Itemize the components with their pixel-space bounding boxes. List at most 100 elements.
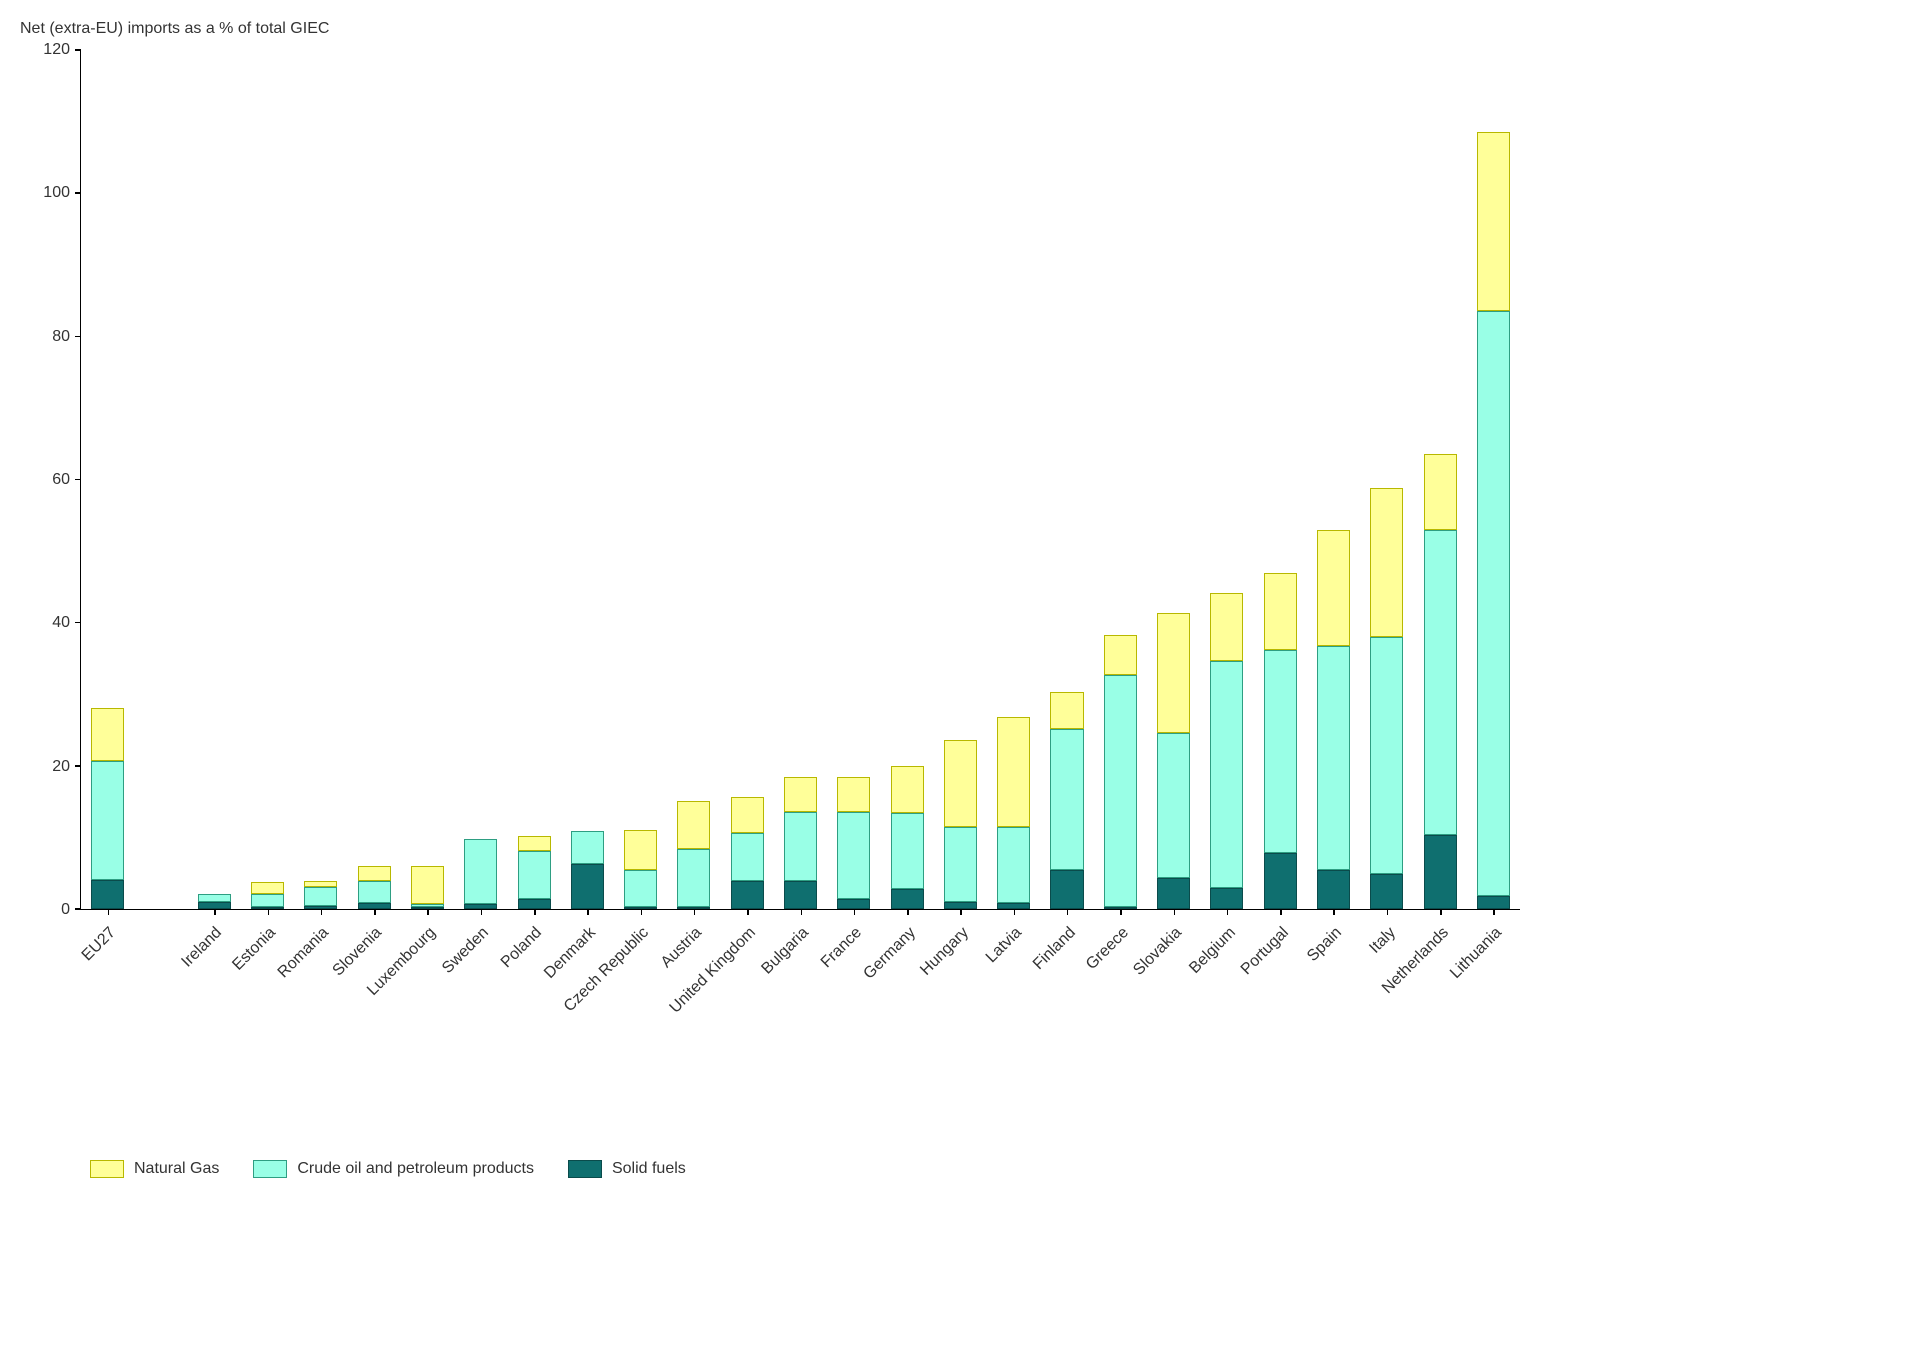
stacked-bar	[251, 762, 284, 909]
y-tick-mark	[75, 479, 81, 481]
x-label: France	[827, 910, 880, 1150]
stacked-bar	[91, 493, 124, 909]
bar-segment-crude-oil	[358, 881, 391, 903]
bar-segment-natural-gas	[1477, 132, 1510, 310]
bar-segment-crude-oil	[518, 851, 551, 899]
x-label: Slovenia	[347, 910, 400, 1150]
stacked-bar	[731, 599, 764, 909]
x-label: Estonia	[240, 910, 293, 1150]
stacked-bar	[891, 558, 924, 909]
bar-slot	[614, 50, 667, 909]
stacked-bar	[1424, 284, 1457, 909]
x-label: Czech Republic	[613, 910, 666, 1150]
bar-segment-crude-oil	[731, 833, 764, 880]
bar-segment-natural-gas	[251, 882, 284, 894]
y-tick-label: 100	[43, 184, 70, 202]
bar-segment-natural-gas	[91, 708, 124, 761]
stacked-bar	[198, 795, 231, 909]
bar-slot	[454, 50, 507, 909]
stacked-bar	[624, 650, 657, 909]
bar-segment-crude-oil	[1370, 637, 1403, 874]
bar-segment-solid-fuels	[571, 864, 604, 909]
bar-segment-crude-oil	[91, 761, 124, 881]
bar-segment-crude-oil	[1317, 646, 1350, 870]
bar-segment-crude-oil	[784, 812, 817, 881]
bar-segment-natural-gas	[624, 830, 657, 870]
stacked-bar	[1157, 404, 1190, 909]
bar-segment-crude-oil	[198, 894, 231, 902]
bar-segment-natural-gas	[1157, 613, 1190, 733]
x-label: Ireland	[187, 910, 240, 1150]
y-tick-label: 120	[43, 41, 70, 59]
x-label-text: Latvia	[983, 924, 1026, 967]
bar-segment-natural-gas	[677, 801, 710, 849]
bar-segment-natural-gas	[944, 740, 977, 827]
y-tick-label: 60	[52, 471, 70, 489]
bar-slot	[134, 50, 187, 909]
chart-title: Net (extra-EU) imports as a % of total G…	[20, 20, 1520, 38]
y-tick-mark	[75, 622, 81, 624]
legend: Natural Gas Crude oil and petroleum produ…	[90, 1160, 1520, 1178]
x-label: Belgium	[1200, 910, 1253, 1150]
bar-segment-solid-fuels	[944, 902, 977, 909]
stacked-bar	[784, 573, 817, 909]
stacked-bar	[518, 658, 551, 909]
stacked-bar	[1317, 338, 1350, 909]
bar-segment-crude-oil	[1210, 661, 1243, 889]
bar-slot	[1307, 50, 1360, 909]
bar-segment-solid-fuels	[891, 889, 924, 909]
bar-segment-crude-oil	[1104, 675, 1137, 906]
legend-label: Natural Gas	[134, 1160, 219, 1178]
x-label: Spain	[1307, 910, 1360, 1150]
y-tick-label: 40	[52, 614, 70, 632]
bar-segment-solid-fuels	[1264, 853, 1297, 909]
legend-label: Crude oil and petroleum products	[297, 1160, 534, 1178]
bar-segment-natural-gas	[358, 866, 391, 881]
legend-item: Solid fuels	[568, 1160, 686, 1178]
bar-segment-crude-oil	[304, 887, 337, 906]
x-label: United Kingdom	[720, 910, 773, 1150]
x-label-text: Spain	[1304, 924, 1346, 966]
bar-slot	[667, 50, 720, 909]
x-label: Netherlands	[1413, 910, 1466, 1150]
bar-segment-crude-oil	[571, 831, 604, 864]
stacked-bar	[1370, 308, 1403, 909]
x-axis-labels: EU27IrelandEstoniaRomaniaSloveniaLuxembo…	[80, 910, 1520, 1150]
bar-segment-crude-oil	[997, 827, 1030, 903]
stacked-bar	[571, 651, 604, 909]
bar-segment-crude-oil	[624, 870, 657, 907]
bar-segment-solid-fuels	[518, 899, 551, 909]
plot-area	[80, 50, 1520, 910]
bar-slot	[507, 50, 560, 909]
stacked-bar	[1264, 371, 1297, 909]
x-label: Lithuania	[1467, 910, 1520, 1150]
x-label	[133, 910, 186, 1150]
y-tick-mark	[75, 192, 81, 194]
bar-segment-crude-oil	[1050, 729, 1083, 870]
bar-slot	[1413, 50, 1466, 909]
bar-segment-solid-fuels	[1050, 870, 1083, 909]
bar-slot	[1200, 50, 1253, 909]
bar-segment-natural-gas	[1370, 488, 1403, 637]
bar-segment-crude-oil	[891, 813, 924, 889]
x-label: Romania	[293, 910, 346, 1150]
bar-slot	[81, 50, 134, 909]
stacked-bar	[464, 663, 497, 909]
stacked-bar	[411, 716, 444, 909]
bar-segment-natural-gas	[1050, 692, 1083, 729]
bar-slot	[1147, 50, 1200, 909]
y-tick-label: 80	[52, 328, 70, 346]
x-label: Austria	[667, 910, 720, 1150]
bar-slot	[934, 50, 987, 909]
y-tick-mark	[75, 49, 81, 51]
stacked-bar	[677, 605, 710, 909]
plot-row: 020406080100120	[20, 50, 1520, 910]
bars-group	[81, 50, 1520, 909]
bar-segment-crude-oil	[677, 849, 710, 907]
x-label-text: Ireland	[179, 924, 226, 971]
bar-slot	[1254, 50, 1307, 909]
bar-slot	[827, 50, 880, 909]
bar-segment-natural-gas	[1424, 454, 1457, 530]
bar-segment-crude-oil	[1157, 733, 1190, 878]
bar-segment-natural-gas	[1264, 573, 1297, 650]
